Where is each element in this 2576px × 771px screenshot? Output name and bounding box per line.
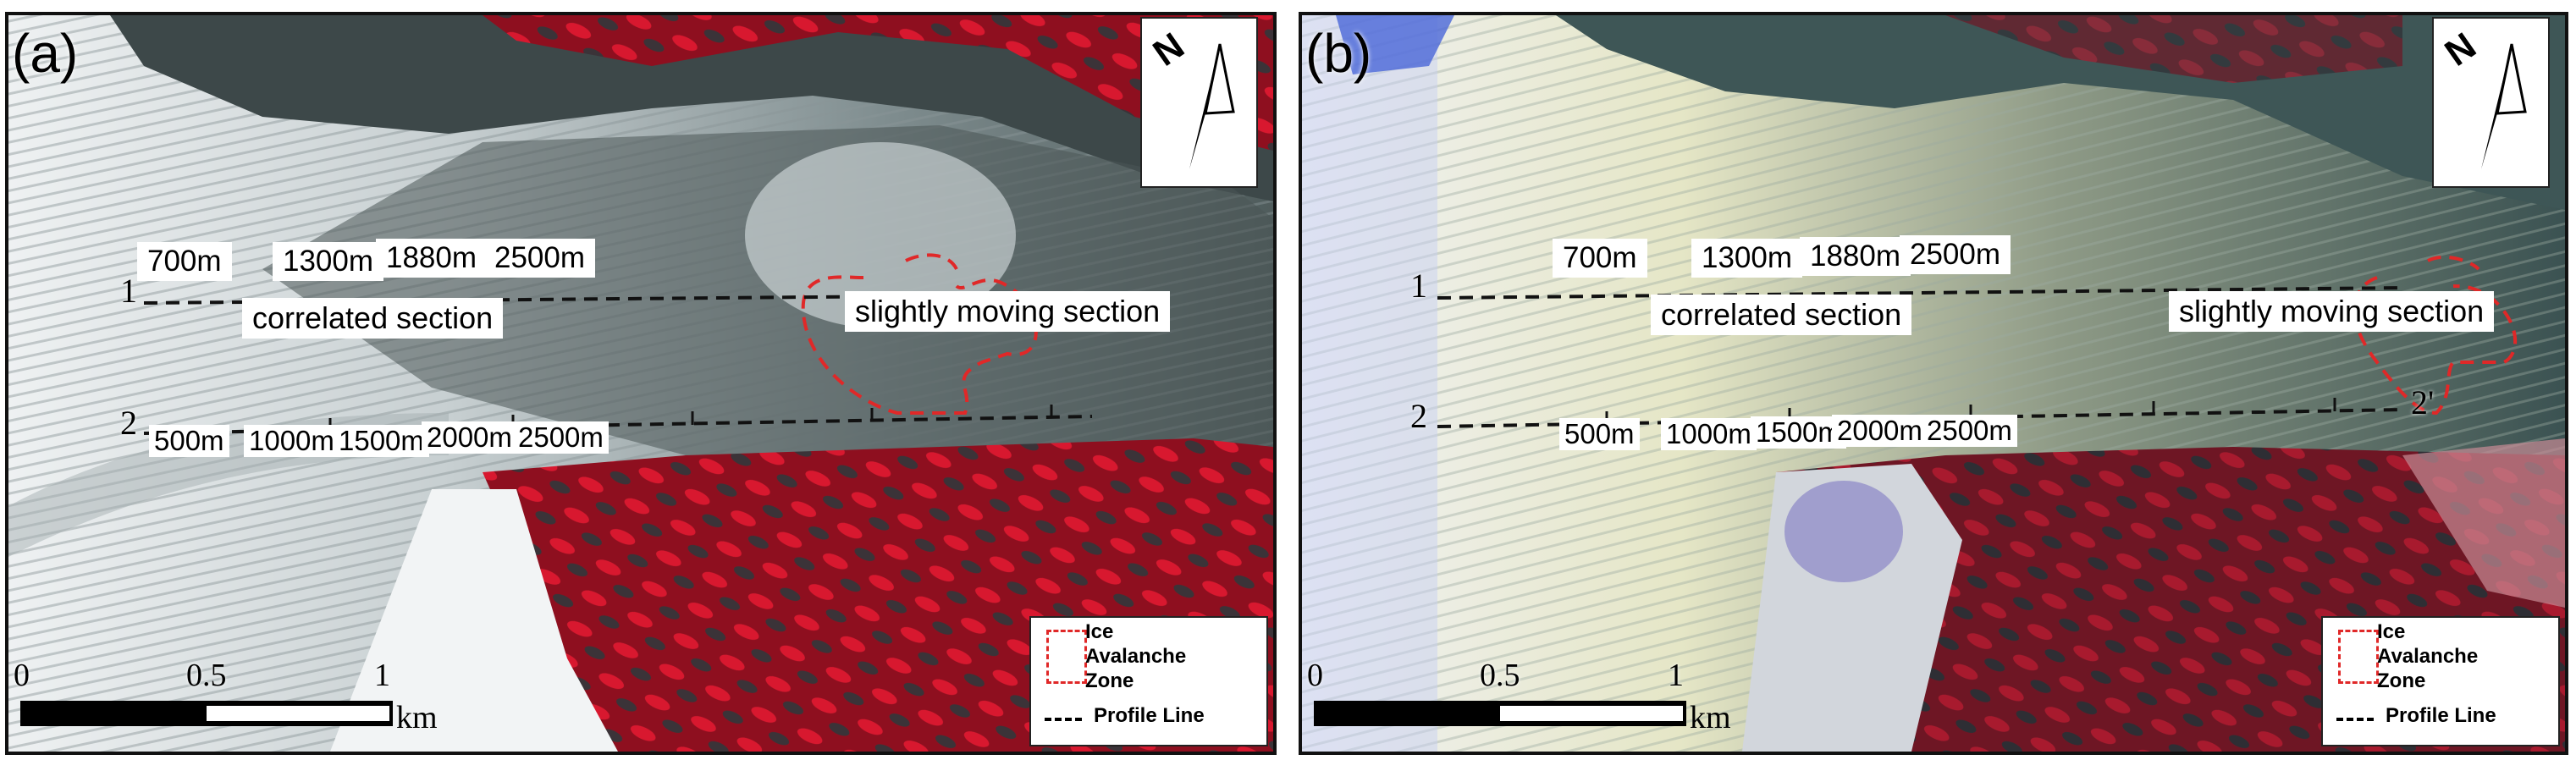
legend: Ice Avalanche Zone Profile Line <box>2321 616 2560 746</box>
scale-tick-label: 0.5 <box>1480 658 1520 693</box>
north-arrow: N <box>2432 17 2550 188</box>
profile-1-distance-label: 1880m <box>1800 237 1911 276</box>
profile-2-distance-label: 1000m <box>244 425 339 457</box>
panel-b: (b) N 1 2 2' 700m 1300m 1880m 2500m corr… <box>1299 12 2568 755</box>
profile-2-distance-label: 500m <box>1559 418 1640 450</box>
profile-2-distance-label: 1500m <box>1751 416 1846 449</box>
profile-2-start-label: 2 <box>1410 397 1427 435</box>
profile-2-start-label: 2 <box>120 404 137 442</box>
scale-bar-segment <box>1500 706 1683 721</box>
moving-section-label: slightly moving section <box>2169 291 2495 332</box>
profile-2-distance-label: 1000m <box>1661 418 1757 450</box>
profile-line-legend-label: Profile Line <box>2386 704 2496 727</box>
ice-avalanche-zone-swatch <box>1046 630 1087 684</box>
correlated-section-label: correlated section <box>1651 295 1912 335</box>
profile-line-legend-label: Profile Line <box>1094 704 1205 727</box>
profile-2-distance-label: 2000m <box>1832 415 1928 447</box>
profile-2-distance-label: 2000m <box>422 421 517 454</box>
profile-2-end-label: 2' <box>2411 383 2435 421</box>
scale-bar: 0 0.5 1 km <box>1302 652 1731 752</box>
ice-avalanche-zone-legend-label: Ice Avalanche Zone <box>2377 620 2479 692</box>
north-arrow: N <box>1140 17 1258 188</box>
north-arrow-icon <box>2481 43 2527 169</box>
panel-letter: (b) <box>1305 23 1372 84</box>
profile-2-distance-label: 500m <box>149 425 229 457</box>
profile-2-distance-label: 1500m <box>334 425 429 457</box>
scale-unit-label: km <box>1690 700 1731 735</box>
profile-2-distance-label: 2500m <box>1922 415 2017 447</box>
panel-letter: (a) <box>12 23 79 84</box>
profile-1-distance-label: 2500m <box>484 239 596 278</box>
profile-1-distance-label: 2500m <box>1900 235 2011 274</box>
profile-1-distance-label: 700m <box>137 242 232 281</box>
profile-line-swatch <box>2336 718 2374 721</box>
profile-1-distance-label: 1300m <box>1691 239 1803 278</box>
profile-1-start-label: 1 <box>1410 267 1427 305</box>
profile-2-distance-label: 2500m <box>513 421 609 454</box>
panel-a: (a) N 1 2 700m 1300m 1880m 2500m correla… <box>5 12 1277 755</box>
ice-avalanche-zone-swatch <box>2338 630 2379 684</box>
legend: Ice Avalanche Zone Profile Line <box>1029 616 1268 746</box>
scale-tick-label: 1 <box>1668 658 1684 693</box>
scale-bar: 0 0.5 1 km <box>8 652 438 752</box>
profile-1-distance-label: 1880m <box>376 239 488 278</box>
scale-tick-label: 0 <box>1307 658 1323 693</box>
scale-tick-label: 0 <box>14 658 30 693</box>
correlated-section-label: correlated section <box>242 298 504 339</box>
profile-1-distance-label: 1300m <box>273 242 384 281</box>
profile-1-start-label: 1 <box>120 272 137 310</box>
satellite-image-b <box>1302 15 2565 752</box>
profile-1-distance-label: 700m <box>1553 239 1647 278</box>
moving-section-label: slightly moving section <box>845 291 1171 332</box>
scale-unit-label: km <box>396 700 438 735</box>
profile-line-swatch <box>1045 718 1082 721</box>
scale-tick-label: 0.5 <box>186 658 227 693</box>
north-arrow-icon <box>1189 43 1235 169</box>
scale-bar-segment <box>207 706 389 721</box>
scale-tick-label: 1 <box>374 658 390 693</box>
ice-avalanche-zone-legend-label: Ice Avalanche Zone <box>1085 620 1187 692</box>
